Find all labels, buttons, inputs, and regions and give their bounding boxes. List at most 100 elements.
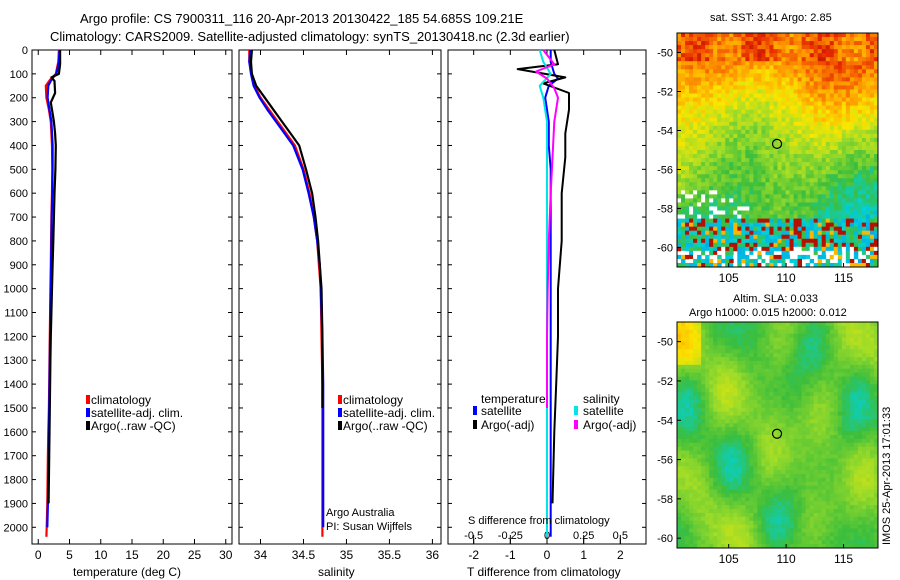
map-cell (849, 376, 855, 381)
map-cell (749, 384, 754, 389)
map-cell (773, 364, 778, 370)
map-cell (841, 384, 847, 389)
map-cell (869, 125, 875, 131)
map-cell (797, 419, 803, 424)
map-cell (825, 325, 831, 331)
depth-tick-label: 1800 (4, 475, 28, 487)
map-cell (681, 202, 686, 207)
map-cell (733, 345, 738, 350)
map-cell (829, 53, 835, 58)
map-cell (773, 458, 778, 463)
map-cell (777, 81, 782, 86)
map-cell (721, 93, 726, 98)
map-cell (709, 399, 714, 405)
map-cell (781, 388, 786, 393)
map-cell (789, 419, 794, 424)
map-cell (725, 125, 730, 131)
map-cell (861, 101, 867, 107)
map-cell (773, 206, 778, 211)
map-cell (777, 198, 782, 203)
map-cell (729, 150, 734, 155)
map-cell (837, 427, 843, 432)
map-cell (689, 65, 694, 70)
map-cell (773, 61, 778, 66)
map-cell (681, 206, 686, 211)
map-cell (873, 357, 879, 362)
map-cell (801, 380, 807, 385)
map-cell (765, 442, 770, 448)
map-cell (821, 388, 827, 393)
legend-label-salinity-satellite: satellite (583, 404, 624, 418)
map-cell (873, 384, 879, 389)
map-cell (689, 61, 694, 66)
map-cell (709, 419, 714, 424)
map-cell (729, 45, 734, 50)
map-cell (717, 93, 722, 98)
map-cell (857, 322, 863, 327)
map-cell (689, 250, 694, 256)
map-cell (821, 458, 827, 463)
map-cell (805, 254, 811, 260)
map-cell (813, 57, 819, 62)
map-cell (853, 364, 859, 370)
map-cell (833, 109, 839, 115)
map-cell (745, 399, 750, 405)
map-cell (829, 407, 835, 413)
map-cell (681, 121, 686, 127)
map-cell (697, 202, 702, 207)
map-cell (857, 170, 863, 175)
map-cell (753, 190, 758, 195)
map-cell (705, 446, 710, 451)
map-cell (681, 262, 686, 268)
map-cell (725, 329, 730, 335)
map-cell (797, 411, 803, 416)
depth-tick-label: 900 (10, 260, 28, 272)
map-cell (793, 258, 798, 264)
map-cell (873, 450, 879, 455)
map-cell (717, 322, 722, 327)
map-cell (801, 234, 807, 240)
map-cell (857, 353, 863, 358)
map-cell (785, 250, 790, 256)
map-cell (681, 462, 686, 467)
map-cell (789, 462, 794, 467)
map-cell (741, 101, 746, 107)
map-cell (753, 182, 758, 187)
map-cell (697, 364, 702, 370)
map-cell (857, 73, 863, 78)
map-cell (821, 133, 827, 139)
map-cell (745, 53, 750, 58)
map-cell (757, 458, 762, 463)
map-cell (817, 162, 823, 167)
map-cell (809, 150, 815, 155)
map-cell (805, 81, 811, 86)
map-cell (701, 438, 706, 444)
map-cell (753, 238, 758, 244)
map-cell (801, 182, 807, 187)
map-cell (781, 222, 786, 228)
x-tick-label: 2 (617, 548, 624, 562)
map-cell (857, 154, 863, 159)
map-cell (697, 97, 702, 102)
map-cell (753, 423, 758, 428)
legend-label-climatology: climatology (91, 393, 151, 407)
map-cell (849, 234, 855, 240)
map-cell (725, 154, 730, 159)
map-cell (841, 57, 847, 62)
map-cell (697, 190, 702, 195)
map-cell (697, 403, 702, 409)
map-cell (813, 341, 819, 346)
map-cell (745, 380, 750, 385)
map-cell (761, 113, 766, 119)
map-cell (685, 234, 690, 240)
map-cell (701, 166, 706, 171)
map-cell (829, 403, 835, 409)
map-cell (777, 166, 782, 171)
map-cell (809, 129, 815, 135)
map-cell (853, 329, 859, 335)
map-cell (809, 202, 815, 207)
map-cell (765, 407, 770, 413)
map-cell (737, 109, 742, 115)
map-cell (721, 341, 726, 346)
map-cell (713, 198, 718, 203)
